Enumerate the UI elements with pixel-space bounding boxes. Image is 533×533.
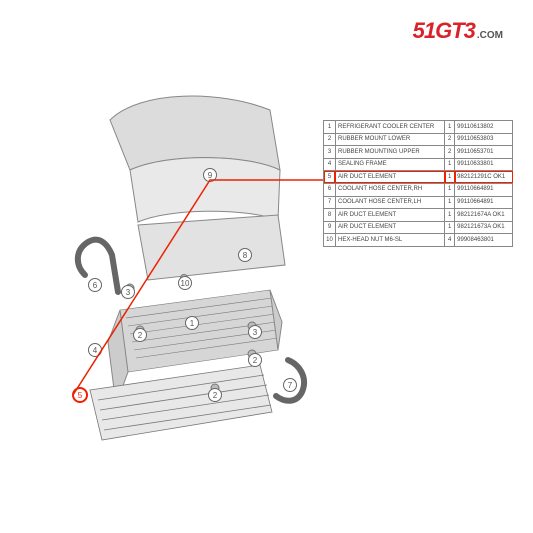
diagram-svg [20,60,330,460]
row-name: RUBBER MOUNTING UPPER [335,146,444,159]
table-row: 7COOLANT HOSE CENTER,LH199110664891 [324,196,513,209]
row-qty: 2 [445,146,455,159]
row-partnumber: 982121291C OK1 [455,171,513,184]
table-row: 6COOLANT HOSE CENTER,RH199110664891 [324,183,513,196]
brand-logo-text: 51GT3 [413,18,475,43]
row-qty: 1 [445,209,455,222]
row-name: HEX-HEAD NUT M6-SL [335,234,444,247]
row-name: AIR DUCT ELEMENT [335,209,444,222]
row-qty: 1 [445,158,455,171]
parts-table: 1REFRIGERANT COOLER CENTER1991106138022R… [323,120,513,247]
callout-10: 10 [178,276,192,290]
callout-7: 7 [283,378,297,392]
row-partnumber: 99110653701 [455,146,513,159]
table-row: 9AIR DUCT ELEMENT1982121673A OK1 [324,221,513,234]
row-index: 3 [324,146,336,159]
table-row: 3RUBBER MOUNTING UPPER299110653701 [324,146,513,159]
row-index: 6 [324,183,336,196]
row-partnumber: 99110653803 [455,133,513,146]
row-name: COOLANT HOSE CENTER,RH [335,183,444,196]
row-name: RUBBER MOUNT LOWER [335,133,444,146]
callout-8: 8 [238,248,252,262]
row-qty: 4 [445,234,455,247]
callout-3: 3 [248,325,262,339]
row-index: 8 [324,209,336,222]
row-index: 5 [324,171,336,184]
callout-9: 9 [203,168,217,182]
callout-1: 1 [185,316,199,330]
brand-logo-suffix: .COM [477,30,503,41]
row-qty: 1 [445,171,455,184]
row-index: 1 [324,121,336,134]
row-index: 9 [324,221,336,234]
table-row: 2RUBBER MOUNT LOWER299110653803 [324,133,513,146]
row-index: 4 [324,158,336,171]
callout-3: 3 [121,285,135,299]
row-partnumber: 982121673A OK1 [455,221,513,234]
row-name: SEALING FRAME [335,158,444,171]
table-row: 10HEX-HEAD NUT M6-SL499908463801 [324,234,513,247]
row-index: 10 [324,234,336,247]
table-row: 4SEALING FRAME199110633801 [324,158,513,171]
row-qty: 1 [445,183,455,196]
row-partnumber: 982121674A OK1 [455,209,513,222]
row-index: 7 [324,196,336,209]
callout-2: 2 [208,388,222,402]
table-row: 5AIR DUCT ELEMENT1982121291C OK1 [324,171,513,184]
row-partnumber: 99110613802 [455,121,513,134]
callout-2: 2 [133,328,147,342]
callout-4: 4 [88,343,102,357]
page-root: 51GT3.COM [0,0,533,533]
row-qty: 2 [445,133,455,146]
row-partnumber: 99908463801 [455,234,513,247]
row-partnumber: 99110664891 [455,196,513,209]
callout-5-highlighted: 5 [73,388,87,402]
brand-logo: 51GT3.COM [413,18,503,44]
callout-6: 6 [88,278,102,292]
row-name: COOLANT HOSE CENTER,LH [335,196,444,209]
row-partnumber: 99110664891 [455,183,513,196]
row-qty: 1 [445,221,455,234]
row-name: AIR DUCT ELEMENT [335,221,444,234]
callout-2: 2 [248,353,262,367]
row-partnumber: 99110633801 [455,158,513,171]
table-row: 8AIR DUCT ELEMENT1982121674A OK1 [324,209,513,222]
row-qty: 1 [445,196,455,209]
row-name: REFRIGERANT COOLER CENTER [335,121,444,134]
row-name: AIR DUCT ELEMENT [335,171,444,184]
exploded-diagram [20,60,330,460]
row-qty: 1 [445,121,455,134]
table-row: 1REFRIGERANT COOLER CENTER199110613802 [324,121,513,134]
row-index: 2 [324,133,336,146]
